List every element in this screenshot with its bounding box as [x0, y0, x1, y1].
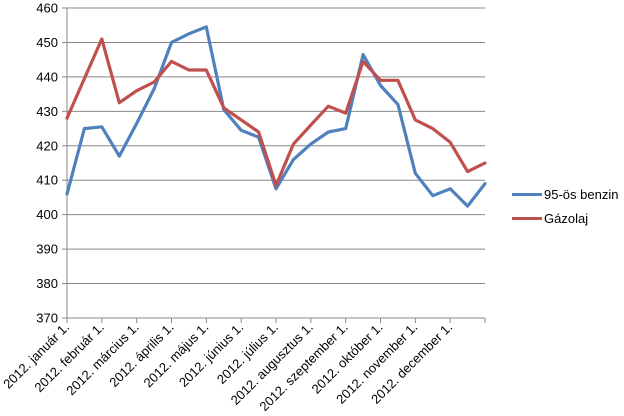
legend: 95-ös benzin Gázolaj [512, 187, 618, 226]
gridlines [67, 7, 485, 285]
svg-text:450: 450 [36, 35, 58, 50]
x-axis-labels: 2012. január 1.2012. február 1.2012. már… [0, 320, 455, 414]
y-axis-labels: 370 380 390 400 410 420 430 440 450 460 [36, 1, 58, 326]
svg-text:430: 430 [36, 104, 58, 119]
legend-line-gazolaj-swatch [512, 217, 542, 220]
series-lines [65, 25, 487, 208]
svg-text:380: 380 [36, 276, 58, 291]
legend-item-benzin: 95-ös benzin [512, 187, 618, 202]
svg-text:400: 400 [36, 207, 58, 222]
axes [62, 7, 486, 323]
svg-text:420: 420 [36, 138, 58, 153]
svg-text:460: 460 [36, 1, 58, 16]
legend-line-benzin-swatch [512, 193, 542, 196]
legend-item-gazolaj: Gázolaj [512, 211, 618, 226]
svg-text:390: 390 [36, 242, 58, 257]
legend-label-gazolaj: Gázolaj [544, 211, 589, 226]
svg-text:370: 370 [36, 311, 58, 326]
svg-text:440: 440 [36, 69, 58, 84]
legend-label-benzin: 95-ös benzin [544, 187, 619, 202]
svg-text:410: 410 [36, 173, 58, 188]
